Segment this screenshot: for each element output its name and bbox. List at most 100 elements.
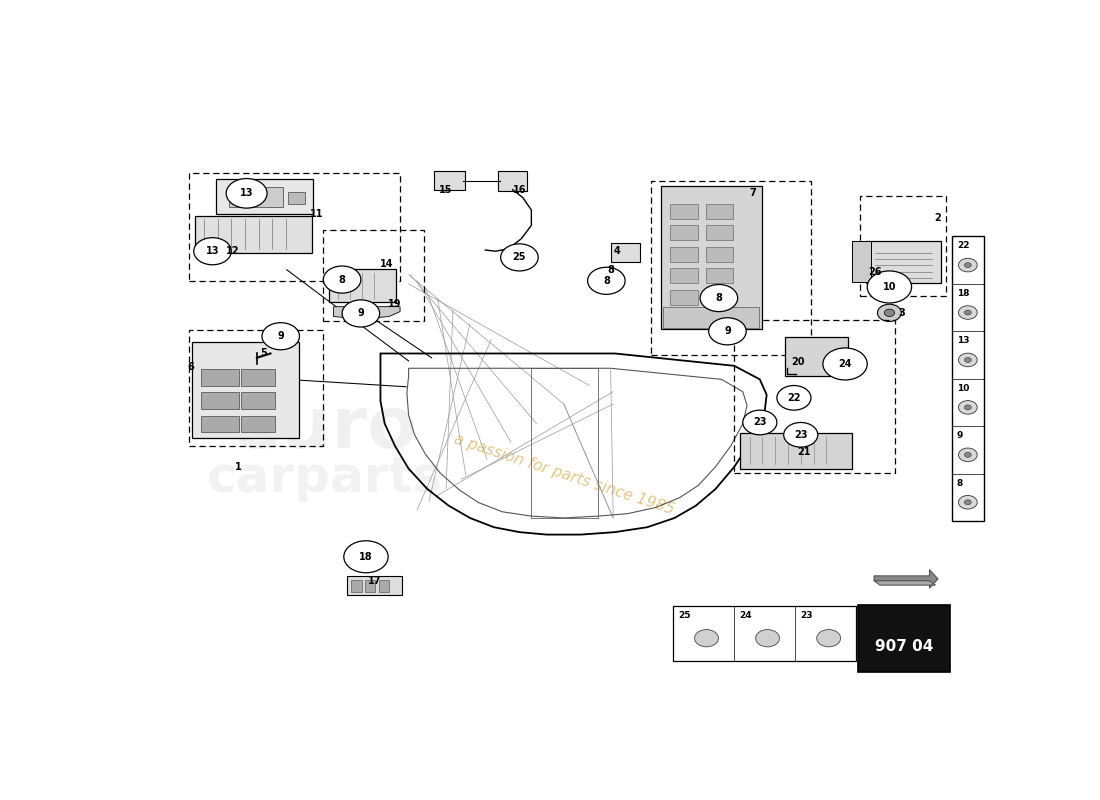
Polygon shape xyxy=(874,570,938,588)
Text: 14: 14 xyxy=(379,258,393,269)
FancyBboxPatch shape xyxy=(670,247,697,262)
FancyBboxPatch shape xyxy=(201,416,239,432)
Text: 907 04: 907 04 xyxy=(874,639,933,654)
FancyBboxPatch shape xyxy=(612,242,640,262)
Text: 15: 15 xyxy=(439,185,453,194)
Circle shape xyxy=(965,452,971,458)
Circle shape xyxy=(958,401,977,414)
Text: 8: 8 xyxy=(339,274,345,285)
Text: 1: 1 xyxy=(234,462,242,472)
Circle shape xyxy=(342,300,380,327)
FancyBboxPatch shape xyxy=(365,579,375,592)
Text: 13: 13 xyxy=(957,336,969,346)
FancyBboxPatch shape xyxy=(241,392,275,409)
Text: 12: 12 xyxy=(227,246,240,256)
Circle shape xyxy=(867,271,912,303)
FancyBboxPatch shape xyxy=(329,269,396,302)
Text: 26: 26 xyxy=(868,266,882,277)
Text: 4: 4 xyxy=(614,246,620,256)
FancyBboxPatch shape xyxy=(195,215,312,253)
FancyBboxPatch shape xyxy=(434,171,465,190)
FancyBboxPatch shape xyxy=(352,579,362,592)
Text: 3: 3 xyxy=(898,308,904,318)
Circle shape xyxy=(958,448,977,462)
Text: 9: 9 xyxy=(724,326,730,336)
FancyBboxPatch shape xyxy=(288,192,306,205)
FancyBboxPatch shape xyxy=(498,171,527,191)
Circle shape xyxy=(965,500,971,505)
Text: 20: 20 xyxy=(791,357,805,367)
Text: 10: 10 xyxy=(882,282,896,292)
FancyBboxPatch shape xyxy=(670,204,697,218)
Text: a passion for parts since 1985: a passion for parts since 1985 xyxy=(452,432,675,518)
Text: 7: 7 xyxy=(749,188,757,198)
FancyBboxPatch shape xyxy=(378,579,389,592)
Text: 9: 9 xyxy=(358,309,364,318)
FancyBboxPatch shape xyxy=(229,186,284,207)
FancyBboxPatch shape xyxy=(858,606,950,672)
FancyBboxPatch shape xyxy=(201,392,239,409)
FancyBboxPatch shape xyxy=(670,290,697,305)
Text: 18: 18 xyxy=(360,552,373,562)
Polygon shape xyxy=(874,581,935,585)
Text: 8: 8 xyxy=(957,478,962,487)
FancyBboxPatch shape xyxy=(670,269,697,283)
Circle shape xyxy=(958,258,977,272)
Circle shape xyxy=(958,306,977,319)
Text: 24: 24 xyxy=(739,611,751,620)
FancyBboxPatch shape xyxy=(706,204,734,218)
Text: 8: 8 xyxy=(715,293,723,303)
Text: 22: 22 xyxy=(957,242,969,250)
Circle shape xyxy=(878,304,901,322)
FancyBboxPatch shape xyxy=(740,433,851,469)
Circle shape xyxy=(777,386,811,410)
Text: 23: 23 xyxy=(800,611,813,620)
Text: 6: 6 xyxy=(187,362,194,372)
Circle shape xyxy=(958,353,977,366)
Circle shape xyxy=(708,318,746,345)
Circle shape xyxy=(262,322,299,350)
FancyBboxPatch shape xyxy=(952,237,984,521)
Text: 25: 25 xyxy=(513,252,526,262)
Text: 16: 16 xyxy=(513,185,526,194)
Text: 8: 8 xyxy=(603,276,609,286)
Text: 23: 23 xyxy=(754,418,767,427)
FancyBboxPatch shape xyxy=(706,247,734,262)
FancyBboxPatch shape xyxy=(706,290,734,305)
Text: 18: 18 xyxy=(957,289,969,298)
Text: 17: 17 xyxy=(367,577,382,586)
Circle shape xyxy=(227,178,267,208)
Circle shape xyxy=(965,405,971,410)
Circle shape xyxy=(783,422,817,447)
FancyBboxPatch shape xyxy=(706,226,734,240)
Text: 21: 21 xyxy=(798,447,811,457)
FancyBboxPatch shape xyxy=(241,416,275,432)
Circle shape xyxy=(756,630,780,647)
Text: 9: 9 xyxy=(277,331,284,342)
FancyBboxPatch shape xyxy=(851,242,871,282)
Circle shape xyxy=(500,244,538,271)
Text: 10: 10 xyxy=(957,384,969,393)
Text: 11: 11 xyxy=(310,210,323,219)
FancyBboxPatch shape xyxy=(784,337,848,376)
Circle shape xyxy=(587,267,625,294)
FancyBboxPatch shape xyxy=(348,577,402,595)
Circle shape xyxy=(816,630,840,647)
Circle shape xyxy=(965,310,971,315)
Polygon shape xyxy=(333,306,400,319)
Text: 5: 5 xyxy=(261,349,267,358)
Circle shape xyxy=(884,309,894,317)
Text: 23: 23 xyxy=(794,430,807,440)
Text: 13: 13 xyxy=(240,188,253,198)
Text: 24: 24 xyxy=(838,359,851,369)
Circle shape xyxy=(958,495,977,509)
Circle shape xyxy=(823,348,867,380)
Circle shape xyxy=(694,630,718,647)
Circle shape xyxy=(742,410,777,435)
Text: 19: 19 xyxy=(388,299,401,310)
FancyBboxPatch shape xyxy=(663,306,759,328)
FancyBboxPatch shape xyxy=(216,179,313,214)
Text: 8: 8 xyxy=(607,265,614,274)
FancyBboxPatch shape xyxy=(867,241,942,282)
Text: 9: 9 xyxy=(957,431,964,440)
